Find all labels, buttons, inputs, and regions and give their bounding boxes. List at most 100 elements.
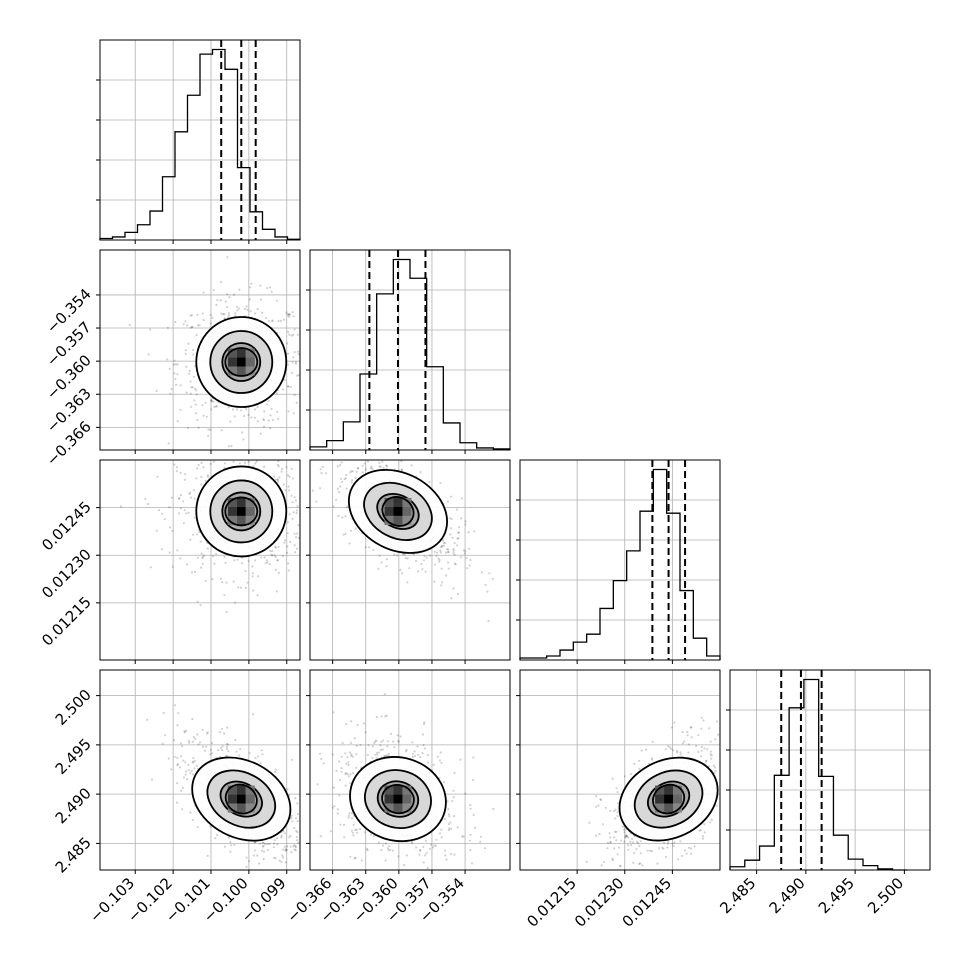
sample-point (422, 559, 425, 562)
sample-point (288, 836, 291, 839)
sample-point (196, 324, 199, 327)
sample-point (351, 755, 354, 758)
sample-point (182, 323, 185, 326)
sample-point (297, 536, 300, 539)
sample-point (274, 768, 277, 771)
sample-point (656, 862, 659, 865)
sample-point (200, 461, 203, 464)
density-cell (402, 515, 412, 525)
sample-point (606, 847, 609, 850)
sample-point (286, 342, 289, 345)
sample-point (668, 746, 672, 749)
sample-point (448, 827, 451, 830)
sample-point (171, 565, 174, 568)
sample-point (664, 855, 668, 859)
sample-point (255, 460, 258, 463)
sample-point (164, 734, 167, 737)
density-cell (227, 366, 237, 376)
sample-point (450, 517, 453, 521)
sample-point (276, 559, 279, 562)
sample-point (362, 722, 365, 725)
sample-point (235, 305, 239, 308)
sample-point (463, 552, 466, 555)
sample-point (296, 820, 299, 823)
sample-point (340, 767, 343, 770)
sample-point (189, 326, 192, 329)
sample-point (379, 465, 382, 468)
sample-point (378, 465, 381, 468)
sample-point (405, 748, 408, 752)
sample-point (224, 561, 227, 564)
sample-point (709, 740, 712, 743)
sample-point (144, 497, 147, 500)
sample-point (290, 851, 293, 854)
sample-point (700, 749, 703, 752)
sample-point (595, 805, 598, 808)
sample-point (227, 445, 230, 448)
sample-point (337, 514, 340, 518)
sample-point (179, 557, 182, 560)
sample-point (203, 749, 207, 753)
sample-point (256, 854, 259, 857)
sample-point (292, 315, 295, 318)
sample-point (701, 837, 705, 840)
sample-point (199, 604, 202, 607)
sample-point (453, 542, 456, 545)
sample-point (262, 858, 265, 861)
sample-point (213, 405, 216, 408)
sample-point (290, 814, 293, 818)
sample-point (147, 353, 150, 356)
sample-point (400, 468, 403, 471)
sample-point (161, 512, 164, 515)
sample-point (609, 840, 612, 844)
sample-point (179, 408, 182, 411)
sample-point (256, 755, 259, 758)
density-cell (384, 794, 394, 804)
sample-point (249, 310, 252, 313)
sample-point (280, 836, 283, 839)
sample-point (448, 517, 451, 520)
sample-point (200, 566, 203, 569)
sample-point (180, 493, 183, 497)
sample-point (346, 505, 349, 508)
sample-point (214, 837, 217, 840)
density-cell (384, 785, 394, 795)
sample-point (336, 812, 339, 815)
sample-point (276, 392, 279, 395)
sample-point (286, 363, 289, 366)
sample-point (276, 417, 280, 420)
sample-point (197, 743, 200, 746)
sample-point (480, 571, 483, 574)
sample-point (438, 832, 442, 835)
sample-point (347, 761, 350, 764)
sample-point (281, 388, 285, 391)
sample-point (670, 747, 673, 750)
sample-point (206, 854, 209, 858)
sample-point (190, 386, 193, 389)
sample-point (292, 333, 295, 336)
sample-point (411, 741, 414, 744)
sample-point (288, 489, 291, 492)
sample-point (233, 843, 236, 847)
sample-point (258, 862, 261, 865)
sample-point (229, 841, 232, 844)
sample-point (291, 361, 294, 364)
sample-point (277, 545, 280, 549)
sample-point (248, 751, 251, 755)
sample-point (361, 464, 364, 467)
sample-point (437, 557, 440, 560)
sample-point (383, 693, 386, 696)
sample-point (233, 559, 236, 562)
sample-point (193, 399, 196, 402)
sample-point (351, 831, 354, 834)
sample-point (443, 818, 446, 821)
sample-point (364, 468, 367, 471)
sample-point (290, 817, 293, 820)
sample-point (281, 854, 284, 857)
sample-point (406, 581, 409, 584)
sample-point (292, 845, 295, 848)
sample-point (185, 365, 188, 368)
y-tick-label-p3: 2.490 (52, 784, 95, 827)
sample-point (611, 777, 614, 780)
density-cell (402, 506, 412, 516)
